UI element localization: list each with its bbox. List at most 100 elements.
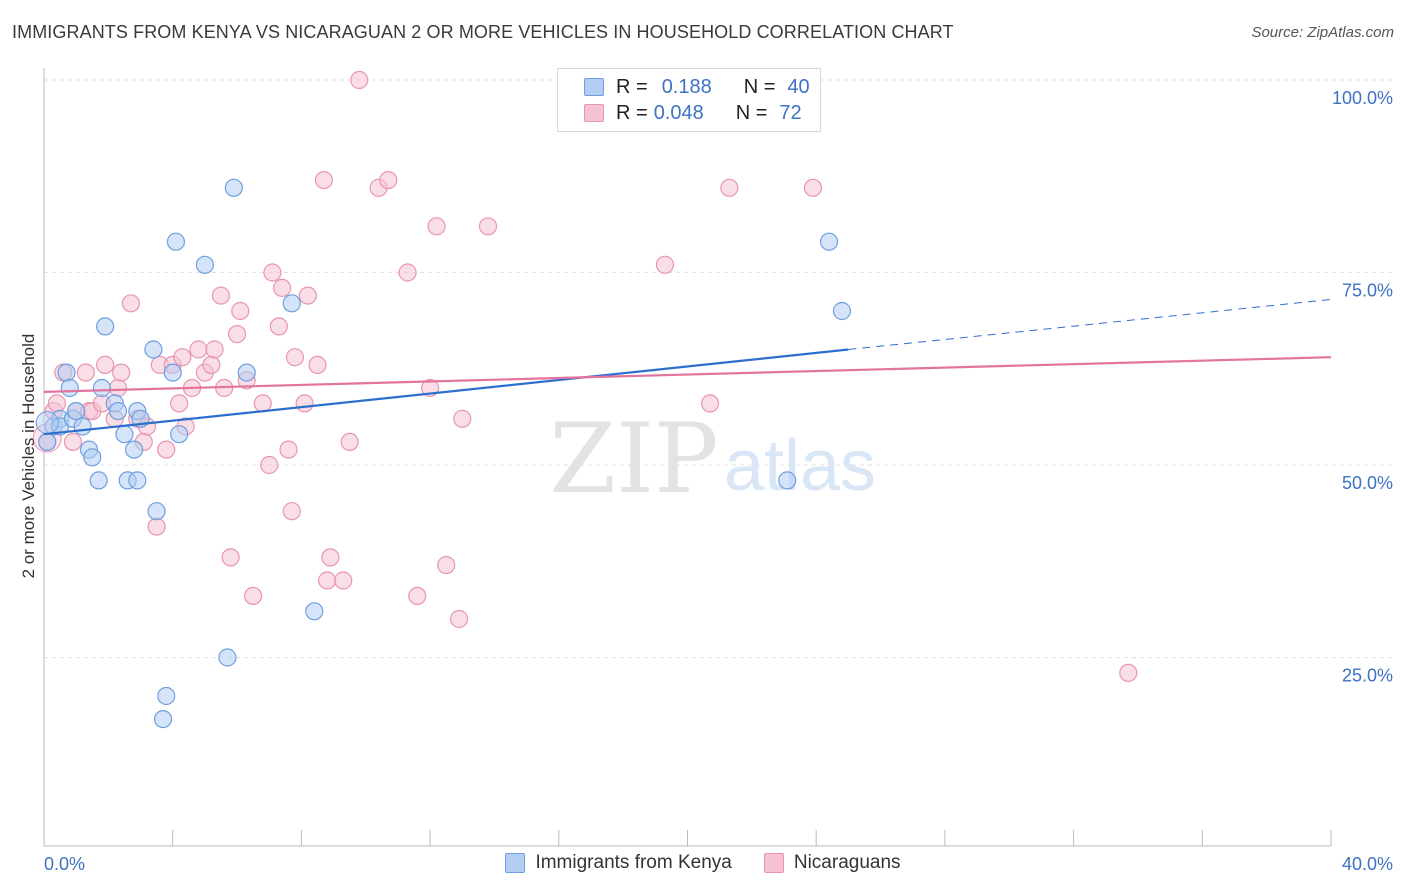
data-point — [124, 440, 144, 459]
series-legend-label: Nicaraguans — [793, 852, 901, 873]
legend-n-label: N = — [743, 75, 776, 98]
data-point — [202, 355, 221, 374]
legend-n-value: 40 — [787, 75, 810, 98]
data-point — [231, 301, 250, 321]
data-point — [63, 432, 83, 451]
legend-r-label: R = — [616, 101, 648, 124]
data-point — [778, 471, 797, 490]
chart-title: IMMIGRANTS FROM KENYA VS NICARAGUAN 2 OR… — [12, 22, 954, 42]
data-point — [60, 378, 79, 398]
data-point — [89, 471, 108, 490]
y-tick-label: 100.0% — [1332, 88, 1393, 108]
trend-line-kenya — [43, 348, 849, 436]
data-point — [157, 686, 176, 706]
data-point — [263, 263, 282, 282]
data-point — [449, 609, 469, 629]
data-point — [38, 432, 57, 451]
data-point — [47, 394, 66, 413]
legend-swatch-kenya — [584, 78, 604, 96]
data-point — [269, 317, 288, 336]
data-point — [334, 571, 353, 590]
data-point — [57, 363, 76, 382]
data-point — [173, 348, 192, 367]
data-point — [285, 348, 305, 367]
data-point — [832, 301, 852, 321]
legend-n-label: N = — [735, 101, 768, 124]
data-point — [121, 294, 140, 313]
data-point — [128, 471, 147, 490]
data-point — [295, 394, 314, 413]
series-kenya — [35, 178, 852, 729]
legend-row-nicaraguans: R = 0.048 N = 72 — [558, 100, 802, 126]
source-label: Source: ZipAtlas.com — [1251, 24, 1394, 41]
data-point — [163, 363, 182, 382]
series-legend-swatch-nicaraguans — [763, 853, 784, 873]
data-point — [282, 294, 301, 313]
data-point — [189, 340, 208, 359]
data-point — [398, 263, 417, 282]
data-point — [205, 340, 224, 359]
data-point — [272, 278, 292, 297]
x-tick-label: 40.0% — [1342, 854, 1393, 874]
data-point — [73, 417, 92, 436]
data-point — [67, 402, 86, 421]
data-point — [427, 217, 446, 236]
data-point — [1119, 663, 1138, 683]
data-point — [350, 70, 369, 90]
data-point — [282, 502, 301, 521]
data-point — [700, 394, 720, 413]
legend-r-value: 0.048 — [653, 101, 704, 124]
data-point — [279, 440, 298, 459]
data-point — [170, 394, 189, 413]
series-legend-swatch-kenya — [505, 853, 526, 873]
data-point — [453, 409, 472, 428]
y-tick-label: 25.0% — [1342, 666, 1393, 686]
y-tick-label: 75.0% — [1342, 281, 1393, 301]
data-point — [318, 571, 337, 590]
data-point — [237, 363, 256, 382]
data-point — [147, 502, 166, 521]
data-point — [83, 448, 102, 467]
data-point — [170, 425, 189, 444]
data-point — [112, 363, 131, 382]
data-point — [221, 548, 240, 567]
series-legend-kenya: Immigrants from Kenya — [505, 852, 732, 874]
data-point — [478, 217, 498, 236]
data-point — [166, 232, 186, 251]
series-legend-label: Immigrants from Kenya — [535, 852, 732, 873]
data-point — [321, 548, 340, 567]
data-point — [305, 602, 324, 621]
data-point — [408, 586, 427, 606]
data-point — [314, 171, 334, 190]
legend-swatch-nicaraguans — [584, 104, 604, 122]
trend-lines — [43, 298, 1332, 436]
y-tick-label: 50.0% — [1342, 473, 1393, 493]
data-point — [218, 648, 237, 667]
data-point — [224, 178, 243, 197]
data-point — [437, 555, 456, 575]
stats-legend: R = 0.188 N = 40 R = 0.048 N = 72 — [557, 68, 821, 132]
data-point — [803, 178, 823, 197]
data-point — [76, 363, 95, 382]
data-point — [153, 709, 173, 729]
data-point — [379, 171, 398, 190]
data-point — [819, 232, 839, 251]
trend-line-nicaraguans — [43, 356, 1332, 393]
data-point — [195, 255, 214, 274]
legend-row-kenya: R = 0.188 N = 40 — [558, 74, 810, 100]
data-point — [720, 178, 739, 197]
data-point — [253, 394, 272, 413]
data-point — [227, 325, 247, 344]
legend-n-value: 72 — [779, 101, 802, 124]
data-point — [655, 255, 675, 274]
x-tick-label: 0.0% — [44, 854, 85, 874]
data-point — [244, 586, 263, 606]
data-point — [115, 425, 134, 444]
series-nicaraguans — [32, 70, 1138, 683]
watermark-zip: ZIP — [549, 403, 718, 515]
tick-labels: 25.0% 50.0% 75.0% 100.0% 0.0% 40.0% — [44, 88, 1393, 874]
data-point — [144, 340, 163, 359]
data-point — [35, 411, 59, 435]
data-point — [211, 286, 231, 305]
